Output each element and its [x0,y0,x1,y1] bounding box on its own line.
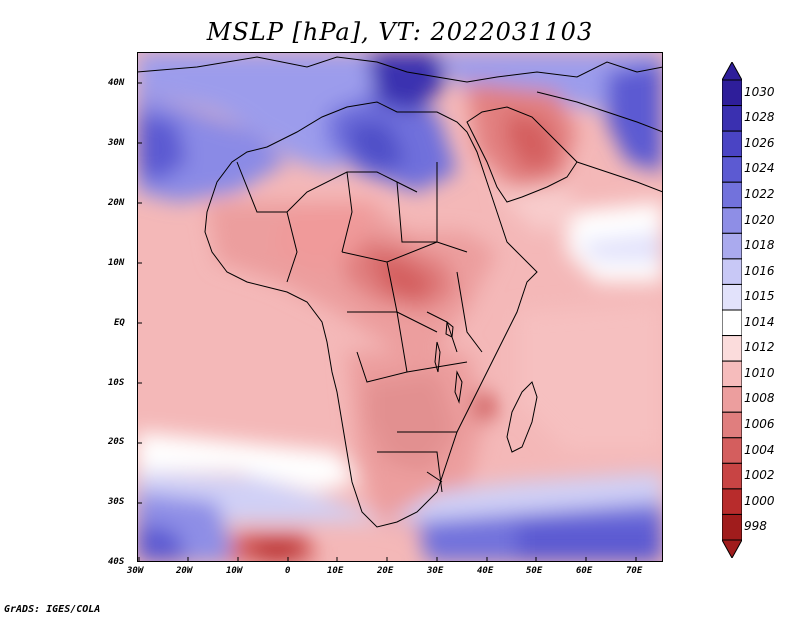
colorbar-swatch [722,258,742,285]
colorbar-swatch [722,488,742,515]
colorbar-swatch [722,335,742,362]
lat-label-20s: 20S [108,437,125,447]
colorbar [722,62,742,558]
colorbar-label: 1008 [744,391,775,406]
lon-label-50e: 50E [526,566,543,576]
pressure-map [137,52,663,562]
lon-label-30e: 30E [427,566,444,576]
lon-label-20w: 20W [176,566,193,576]
colorbar-label: 1016 [744,263,775,278]
colorbar-swatch [722,437,742,464]
lat-label-40s: 40S [108,557,125,567]
grads-credit: GrADS: IGES/COLA [4,604,101,615]
colorbar-swatch [722,283,742,311]
lon-label-30w: 30W [127,566,144,576]
lon-label-60e: 60E [576,566,593,576]
colorbar-swatch [722,232,742,260]
lat-label-eq: EQ [114,318,125,328]
colorbar-swatch [722,79,742,107]
colorbar-label: 1026 [744,135,775,150]
colorbar-swatch [722,156,742,183]
lat-label-10s: 10S [108,378,125,388]
lat-label-20n: 20N [108,198,125,208]
colorbar-swatch [722,207,742,234]
colorbar-label: 1028 [744,110,775,125]
colorbar-swatch [722,105,742,132]
colorbar-swatch [722,513,742,541]
colorbar-swatch [722,360,742,388]
lon-label-70e: 70E [626,566,643,576]
colorbar-swatch [722,181,742,209]
colorbar-label: 1020 [744,212,775,227]
lat-label-10n: 10N [108,258,125,268]
colorbar-label: 1015 [744,289,775,304]
lon-label-40e: 40E [477,566,494,576]
lon-label-0: 0 [285,566,291,576]
colorbar-label: 1030 [744,84,775,99]
colorbar-label: 1018 [744,238,775,253]
colorbar-swatch [722,386,742,413]
colorbar-label: 1022 [744,187,775,201]
lat-label-30n: 30N [108,138,125,148]
colorbar-label: 1004 [744,442,775,457]
colorbar-label: 1010 [744,365,775,380]
colorbar-label: 1006 [744,417,775,431]
colorbar-label: 998 [744,519,767,534]
lat-label-40n: 40N [108,78,125,88]
colorbar-label: 1012 [744,340,775,355]
lat-label-30s: 30S [108,497,125,507]
lon-label-20e: 20E [377,566,394,576]
colorbar-label: 1002 [744,468,775,483]
colorbar-label: 1014 [744,314,775,329]
colorbar-swatch [722,411,742,439]
colorbar-label: 1000 [744,493,775,508]
map-title: MSLP [hPa], VT: 2022031103 [206,18,594,46]
lon-label-10w: 10W [226,566,243,576]
colorbar-swatch [722,309,742,337]
colorbar-swatch [722,462,742,490]
colorbar-label: 1024 [744,161,775,176]
colorbar-swatch [722,130,742,158]
lon-label-10e: 10E [327,566,344,576]
